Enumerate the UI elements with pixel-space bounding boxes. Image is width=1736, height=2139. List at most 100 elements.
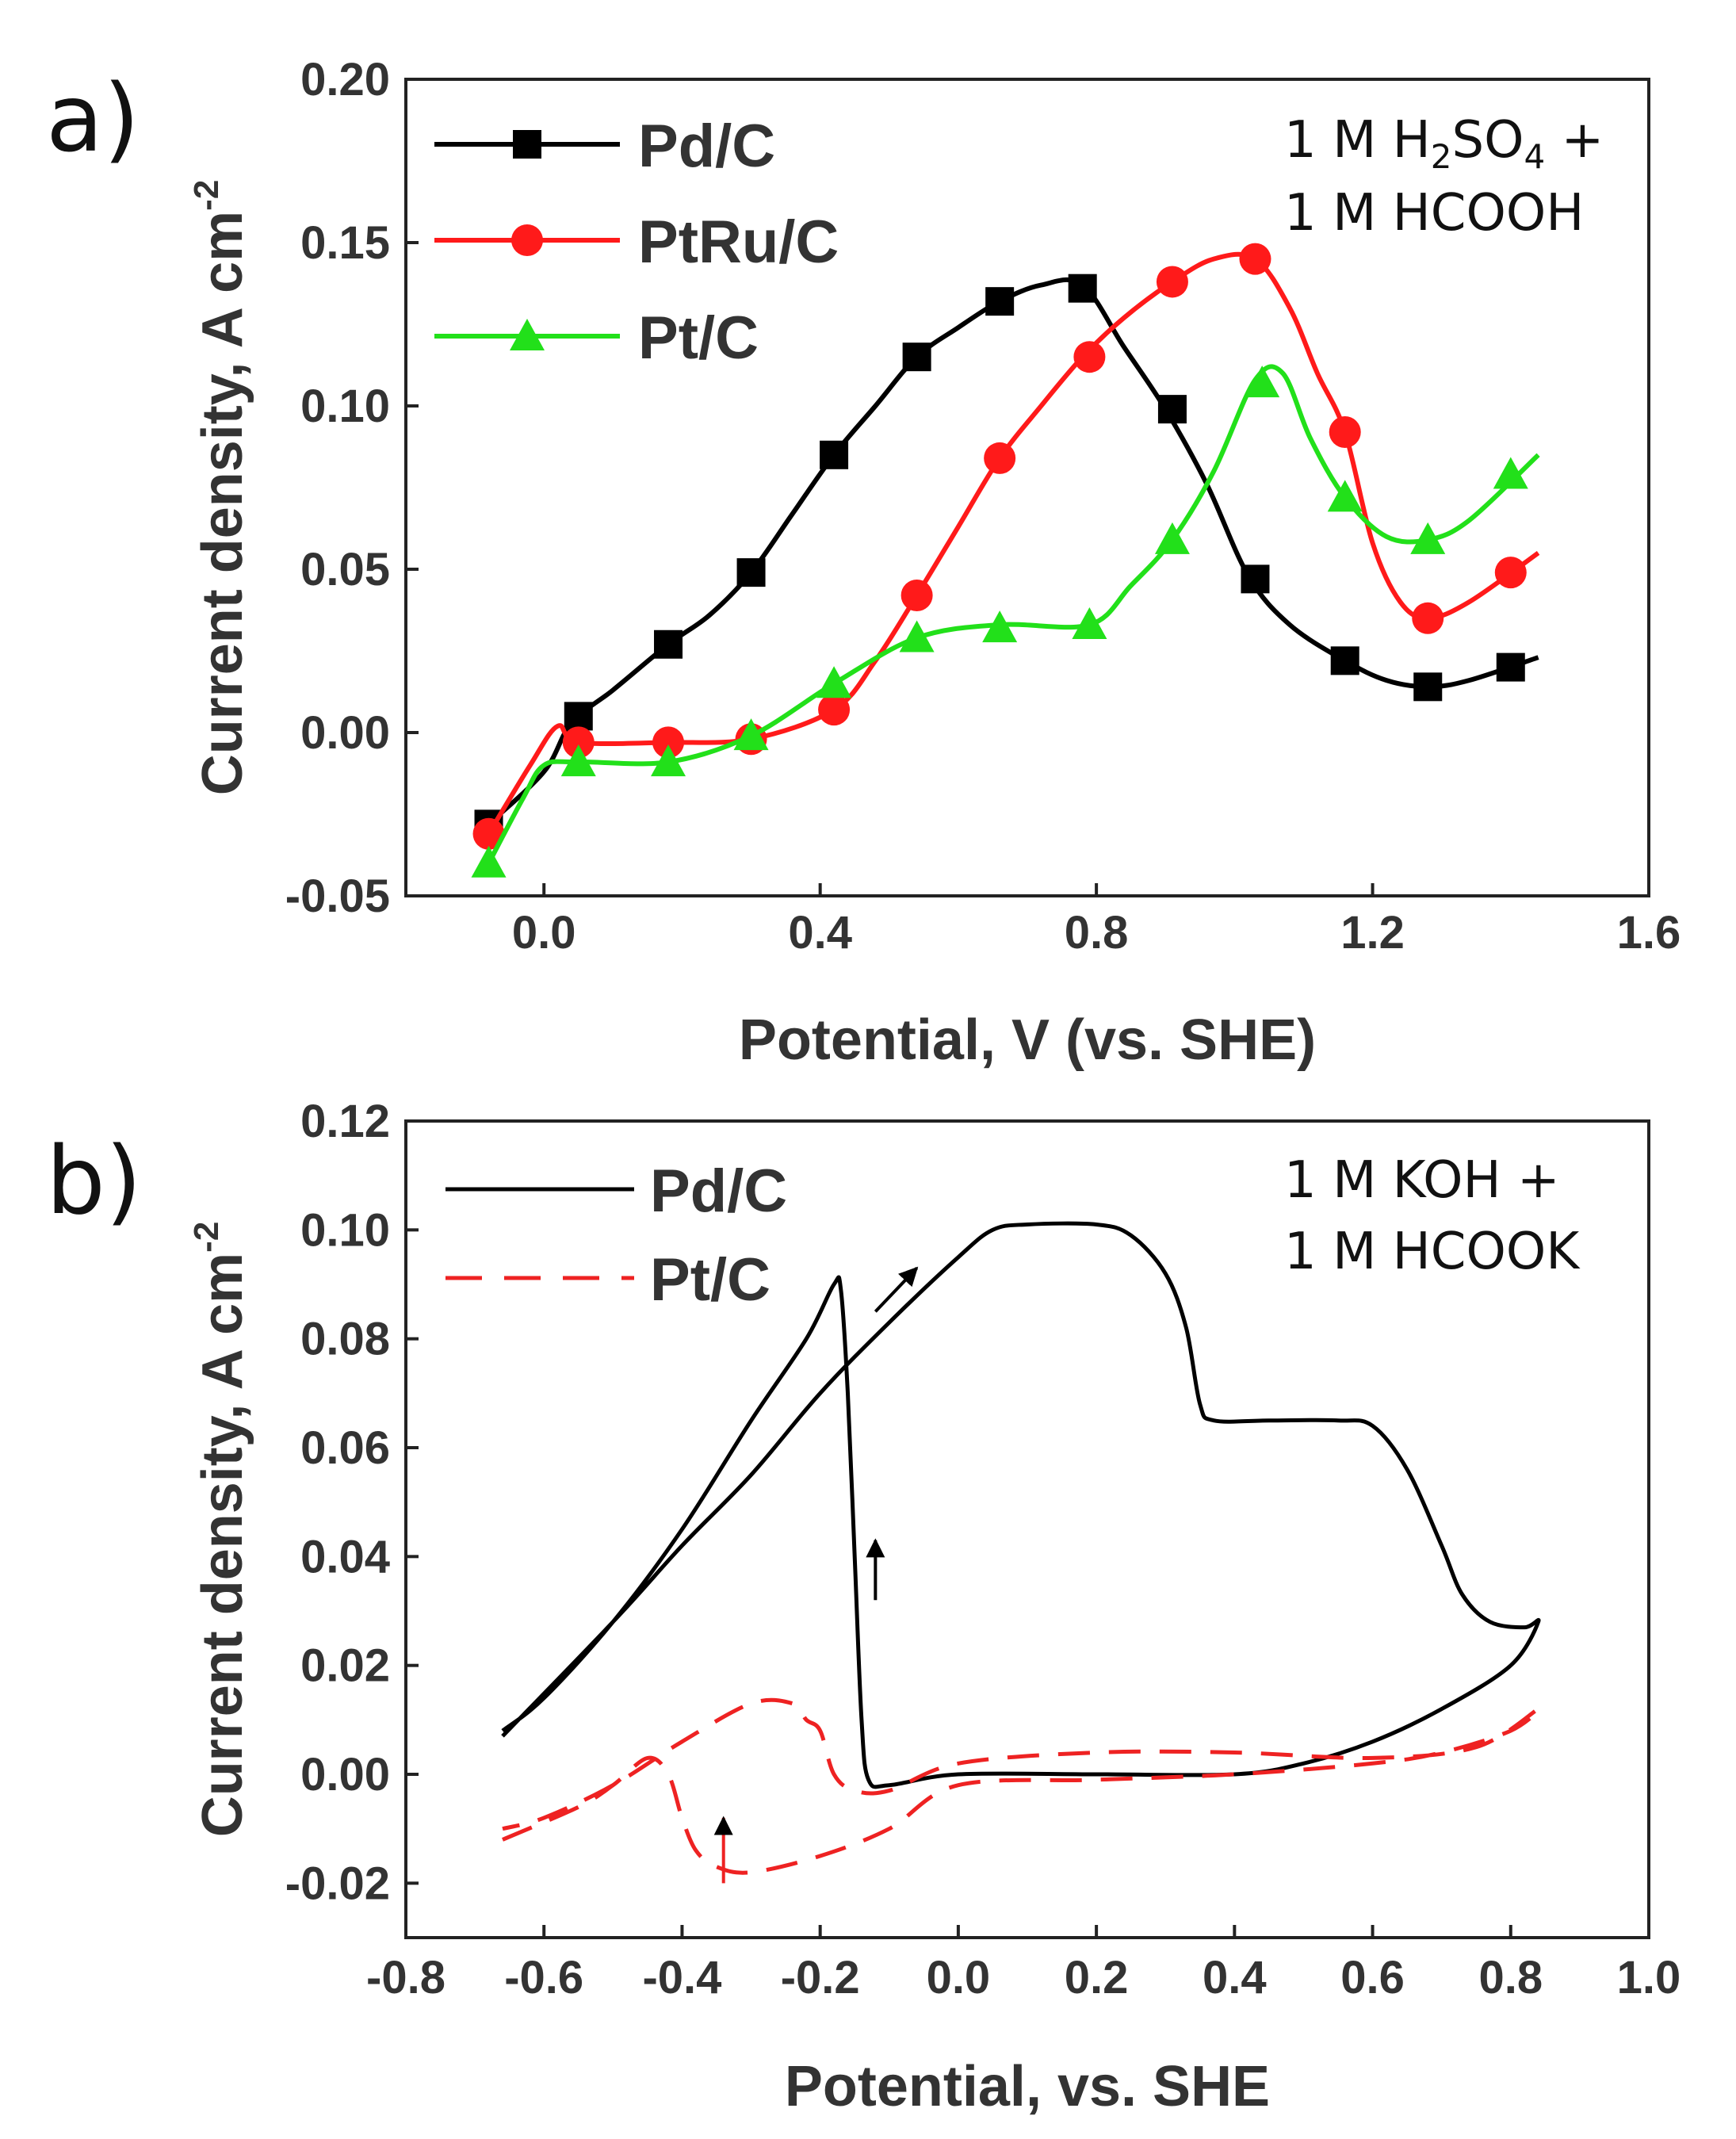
data-point-pd-c	[902, 342, 931, 372]
y-tick-label: 0.00	[300, 1749, 390, 1800]
plot-frame	[404, 78, 1650, 897]
annot-part-1: 1 M H	[1284, 111, 1431, 170]
data-point-pt-c	[1327, 480, 1363, 512]
annot-sub-4: 4	[1524, 137, 1545, 176]
data-point-pt-c	[1154, 522, 1190, 554]
x-tick-label: -0.4	[642, 1952, 721, 2003]
legend: Pd/C PtRu/C Pt/C	[434, 113, 839, 372]
x-tick-label: 0.4	[1203, 1952, 1267, 2003]
x-tick-label: 1.6	[1617, 907, 1681, 959]
x-tick-label: 0.0	[927, 1952, 991, 2003]
x-tick-label: 1.2	[1340, 907, 1405, 959]
legend-label-ptru-c: PtRu/C	[638, 209, 839, 276]
y-tick-label: 0.15	[300, 217, 390, 269]
legend: Pd/C Pt/C	[445, 1158, 787, 1314]
y-tick-label: 0.20	[300, 54, 390, 105]
y-axis-label: Current density, A cm-2	[187, 180, 254, 796]
legend-label-pt-c: Pt/C	[638, 304, 759, 372]
legend-marker-ptru-c	[511, 224, 543, 256]
annotation-line2: 1 M HCOOH	[1284, 184, 1584, 243]
data-point-pt-c	[1410, 522, 1446, 554]
data-point-pd-c	[1241, 564, 1270, 594]
x-tick-label: 1.0	[1617, 1952, 1681, 2003]
legend-marker-pd-c	[513, 130, 541, 159]
data-point-pt-c	[651, 744, 686, 777]
y-axis-label: Current density, A cm-2	[187, 1222, 254, 1838]
legend-label-pt-c: Pt/C	[650, 1246, 770, 1314]
x-tick-label: -0.2	[781, 1952, 860, 2003]
y-axis-label-sup: -2	[187, 1222, 226, 1253]
x-tick-label: 0.6	[1340, 1952, 1405, 2003]
data-point-pd-c	[820, 440, 849, 469]
panel-b-label: b)	[46, 1126, 142, 1235]
annot-part-plus: +	[1545, 111, 1604, 170]
data-point-ptru-c	[652, 726, 685, 759]
data-point-ptru-c	[1073, 341, 1106, 373]
data-point-pt-c	[816, 666, 852, 698]
y-axis-label-sup: -2	[187, 180, 226, 211]
x-tick-label: 0.4	[788, 907, 852, 959]
data-point-ptru-c	[1239, 243, 1271, 275]
data-point-pd-c	[985, 287, 1015, 316]
x-tick-label: 0.0	[512, 907, 576, 959]
legend-marker-pt-c	[510, 319, 545, 350]
data-point-ptru-c	[901, 579, 933, 611]
data-point-pt-c	[733, 718, 769, 751]
series-line-pd-c	[501, 1221, 1541, 1789]
y-axis-label-text: Current density, A cm	[191, 211, 254, 795]
data-point-pd-c	[654, 629, 683, 659]
data-point-ptru-c	[818, 694, 851, 726]
y-tick-label: 0.08	[300, 1314, 390, 1365]
y-tick-label: 0.10	[300, 381, 390, 432]
y-tick-label: -0.02	[285, 1858, 390, 1909]
data-point-ptru-c	[1329, 415, 1361, 448]
y-tick-label: -0.05	[285, 871, 390, 922]
y-tick-label: 0.02	[300, 1640, 390, 1692]
series-line-pt-c	[502, 1697, 1542, 1875]
y-tick-label: 0.06	[300, 1422, 390, 1474]
data-point-pd-c	[1157, 395, 1187, 424]
data-point-pd-c	[1496, 652, 1525, 682]
annot-part-so: SO	[1451, 111, 1524, 170]
x-tick-label: -0.8	[366, 1952, 445, 2003]
y-tick-label: 0.10	[300, 1204, 390, 1256]
data-point-ptru-c	[1156, 266, 1188, 298]
annotation-line1: 1 M H2SO4 +	[1284, 111, 1604, 176]
data-point-pd-c	[1068, 274, 1097, 303]
data-point-pd-c	[564, 702, 593, 731]
y-tick-label: 0.12	[300, 1096, 390, 1147]
data-point-pt-c	[982, 610, 1018, 643]
panel-a-label: a)	[46, 63, 140, 173]
data-point-pt-c	[560, 744, 596, 777]
x-tick-label: -0.6	[504, 1952, 583, 2003]
panel-b-chart: -0.8 -0.6 -0.4 -0.2 0.0 0.2 0.4 0.6 0.8 1.0 -0.02 0…	[187, 1096, 1681, 2118]
y-tick-label: 0.00	[300, 707, 390, 759]
data-point-pt-c	[1245, 365, 1280, 398]
data-point-ptru-c	[1412, 602, 1444, 634]
annotation-line1: 1 M KOH +	[1284, 1151, 1560, 1210]
data-point-ptru-c	[562, 726, 595, 759]
legend-label-pd-c: Pd/C	[638, 113, 775, 180]
series-line-pt-c	[486, 364, 1540, 865]
legend-label-pd-c: Pd/C	[650, 1158, 787, 1225]
y-tick-label: 0.04	[300, 1531, 390, 1582]
data-point-pd-c	[736, 558, 766, 587]
x-tick-label: 0.8	[1065, 907, 1129, 959]
data-point-ptru-c	[984, 442, 1016, 474]
data-point-ptru-c	[472, 817, 505, 850]
data-point-ptru-c	[1494, 557, 1527, 589]
x-axis-label: Potential, V (vs. SHE)	[739, 1008, 1316, 1072]
data-point-pt-c	[899, 620, 935, 652]
scan-direction-arrow	[874, 1266, 919, 1313]
panel-a-chart: 0.0 0.4 0.8 1.2 1.6 -0.05 0.00 0.05 0.10 0.15 0.20…	[187, 54, 1681, 1072]
x-axis-label: Potential, vs. SHE	[785, 2055, 1270, 2118]
plot-frame	[404, 1119, 1650, 1939]
data-point-pd-c	[1330, 646, 1359, 675]
annotation-line2: 1 M HCOOK	[1284, 1223, 1581, 1281]
y-axis-label-text: Current density, A cm	[191, 1253, 254, 1837]
data-point-pt-c	[471, 845, 507, 878]
data-point-pd-c	[1413, 672, 1443, 702]
x-tick-label: 0.2	[1065, 1952, 1129, 2003]
annot-sub-2: 2	[1431, 137, 1452, 176]
